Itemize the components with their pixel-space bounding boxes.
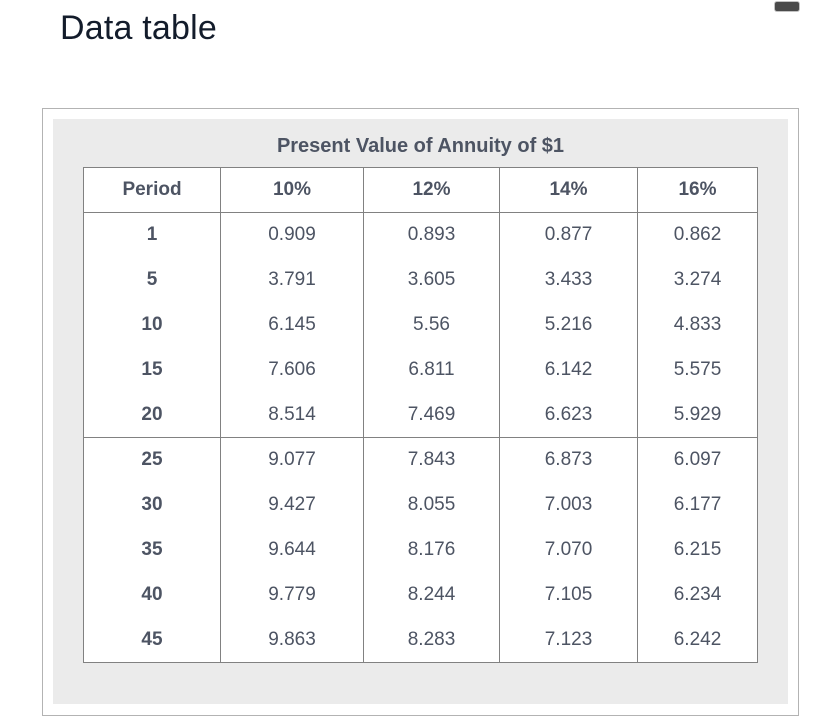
value-cell: 5.56 bbox=[363, 302, 500, 348]
table-row: 5 3.791 3.605 3.433 3.274 bbox=[84, 257, 758, 303]
table-row: 10 6.145 5.56 5.216 4.833 bbox=[84, 302, 758, 348]
table-row: 40 9.779 8.244 7.105 6.234 bbox=[84, 572, 758, 618]
period-cell: 35 bbox=[141, 539, 163, 560]
value-cell: 7.843 bbox=[363, 437, 500, 483]
value-cell: 5.216 bbox=[499, 302, 638, 348]
table-header: Period 10% 12% 14% 16% bbox=[83, 167, 758, 213]
value-cell: 8.055 bbox=[363, 482, 500, 528]
data-table-card: Present Value of Annuity of $1 Period 10… bbox=[42, 108, 799, 716]
value-cell: 0.893 bbox=[363, 212, 500, 258]
period-cell: 1 bbox=[146, 224, 158, 246]
value-cell: 7.469 bbox=[363, 392, 500, 438]
value-cell: 8.244 bbox=[363, 572, 500, 618]
period-cell: 25 bbox=[141, 449, 163, 471]
value-cell: 6.234 bbox=[637, 572, 758, 618]
value-cell: 8.283 bbox=[363, 617, 500, 663]
value-cell: 7.606 bbox=[220, 347, 364, 393]
value-cell: 9.427 bbox=[220, 482, 364, 528]
table-row: 15 7.606 6.811 6.142 5.575 bbox=[84, 347, 758, 393]
value-cell: 8.176 bbox=[363, 527, 500, 573]
value-cell: 6.873 bbox=[499, 437, 638, 483]
value-cell: 6.215 bbox=[637, 527, 758, 573]
value-cell: 3.274 bbox=[637, 257, 758, 303]
value-cell: 6.623 bbox=[499, 392, 638, 438]
value-cell: 6.142 bbox=[499, 347, 638, 393]
value-cell: 5.575 bbox=[637, 347, 758, 393]
value-cell: 0.877 bbox=[499, 212, 638, 258]
table-row: 25 9.077 7.843 6.873 6.097 bbox=[84, 437, 758, 483]
value-cell: 6.097 bbox=[637, 437, 758, 483]
value-cell: 4.833 bbox=[637, 302, 758, 348]
value-cell: 9.644 bbox=[220, 527, 364, 573]
value-cell: 6.145 bbox=[220, 302, 364, 348]
period-cell: 40 bbox=[141, 584, 163, 605]
table-row: 20 8.514 7.469 6.623 5.929 bbox=[84, 392, 758, 438]
period-cell: 15 bbox=[141, 359, 163, 380]
value-cell: 0.909 bbox=[220, 212, 364, 258]
period-cell: 5 bbox=[146, 269, 158, 290]
value-cell: 3.433 bbox=[499, 257, 638, 303]
table-row: 30 9.427 8.055 7.003 6.177 bbox=[84, 482, 758, 528]
value-cell: 9.779 bbox=[220, 572, 364, 618]
row-group-1: 1 0.909 0.893 0.877 0.862 5 3.791 3.605 3.433 3.2… bbox=[84, 212, 758, 438]
value-cell: 7.123 bbox=[499, 617, 638, 663]
value-cell: 7.070 bbox=[499, 527, 638, 573]
value-cell: 8.514 bbox=[220, 392, 364, 438]
table-row: 45 9.863 8.283 7.123 6.242 bbox=[84, 617, 758, 663]
page-title: Data table bbox=[60, 9, 217, 47]
value-cell: 9.863 bbox=[220, 617, 364, 663]
period-cell: 10 bbox=[141, 314, 163, 335]
column-header-12pct: 12% bbox=[363, 167, 500, 213]
period-cell: 30 bbox=[141, 494, 163, 515]
value-cell: 6.242 bbox=[637, 617, 758, 663]
value-cell: 6.177 bbox=[637, 482, 758, 528]
column-header-14pct: 14% bbox=[499, 167, 638, 213]
value-cell: 3.605 bbox=[363, 257, 500, 303]
column-header-period: Period bbox=[122, 179, 182, 200]
minimize-dash-icon[interactable] bbox=[775, 2, 799, 11]
table-row: 35 9.644 8.176 7.070 6.215 bbox=[84, 527, 758, 573]
value-cell: 3.791 bbox=[220, 257, 364, 303]
value-cell: 0.862 bbox=[637, 212, 758, 258]
period-cell: 45 bbox=[141, 628, 163, 650]
row-group-2: 25 9.077 7.843 6.873 6.097 30 9.427 8.055 7.003 6… bbox=[83, 437, 758, 663]
table-panel: Present Value of Annuity of $1 Period 10… bbox=[53, 119, 788, 704]
value-cell: 5.929 bbox=[637, 392, 758, 438]
column-header-16pct: 16% bbox=[637, 167, 758, 213]
value-cell: 6.811 bbox=[363, 347, 500, 393]
value-cell: 9.077 bbox=[220, 437, 364, 483]
table-title: Present Value of Annuity of $1 bbox=[276, 135, 565, 157]
value-cell: 7.105 bbox=[499, 572, 638, 618]
column-header-10pct: 10% bbox=[220, 167, 364, 213]
header-row: Period 10% 12% 14% 16% bbox=[83, 167, 758, 213]
value-cell: 7.003 bbox=[499, 482, 638, 528]
table-row: 1 0.909 0.893 0.877 0.862 bbox=[84, 212, 758, 258]
period-cell: 20 bbox=[141, 403, 163, 425]
present-value-annuity-table: Period 10% 12% 14% 16% 1 0.909 0.893 0.877 0… bbox=[83, 167, 758, 663]
